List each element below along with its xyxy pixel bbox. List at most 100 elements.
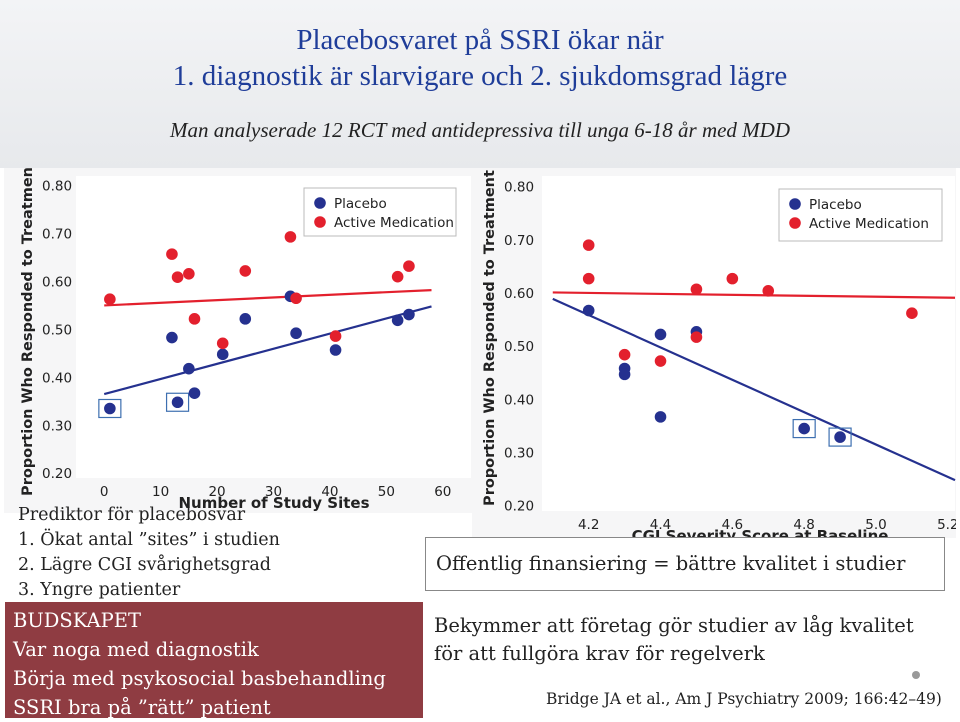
legend-box	[303, 187, 457, 237]
predictor-heading: Prediktor för placebosvar	[18, 505, 246, 525]
legend-label: Placebo	[334, 196, 387, 212]
active-point	[582, 239, 595, 251]
takeaway-line: Börja med psykosocial basbehandling	[13, 667, 386, 690]
active-point	[726, 272, 739, 285]
active-point	[906, 307, 918, 319]
takeaway-line: SSRI bra på ”rätt” patient	[13, 696, 271, 719]
concern-line: Bekymmer att företag gör studier av låg …	[434, 614, 914, 637]
predictor-item: 2. Lägre CGI svårighetsgrad	[18, 555, 271, 575]
active-point	[284, 231, 297, 243]
takeaway-heading: BUDSKAPET	[13, 609, 141, 632]
active-point	[171, 271, 184, 283]
x-tick-label: 60	[434, 484, 451, 500]
active-point	[582, 272, 595, 285]
active-trend-line	[104, 288, 432, 307]
x-tick-label: 5.2	[937, 517, 956, 533]
legend-label: Placebo	[809, 197, 862, 213]
x-tick-label: 4.8	[793, 517, 814, 533]
y-tick-label: 0.70	[42, 227, 72, 243]
legend-label: Active Medication	[809, 216, 929, 232]
active-point	[329, 330, 342, 342]
placebo-point	[391, 314, 404, 327]
legend-active-marker	[314, 216, 326, 228]
active-trend-line	[552, 291, 956, 299]
funding-box: Offentlig finansiering = bättre kvalitet…	[425, 537, 945, 591]
slide-title-line2: 1. diagnostik är slarvigare och 2. sjukd…	[172, 60, 788, 92]
active-point	[690, 331, 703, 343]
predictor-list: Prediktor för placebosvar 1. Ökat antal …	[18, 503, 418, 603]
active-point	[391, 270, 404, 283]
y-tick-label: 0.50	[504, 339, 534, 355]
placebo-point	[216, 348, 229, 361]
y-tick-label: 0.60	[504, 286, 534, 302]
legend-label: Active Medication	[334, 215, 454, 231]
x-tick-label: 40	[321, 484, 338, 500]
concern-line: för att fullgöra krav för regelverk	[434, 642, 765, 665]
legend-placebo-marker	[789, 198, 801, 210]
x-tick-label: 20	[208, 484, 225, 500]
active-point	[239, 265, 252, 277]
placebo-point	[104, 402, 116, 415]
y-tick-label: 0.20	[504, 499, 534, 515]
takeaway-line: Var noga med diagnostik	[13, 638, 259, 661]
active-point	[183, 267, 195, 280]
placebo-point	[654, 411, 667, 423]
sites-scatter-chart: 0.20 0.30 0.40 0.50 0.60 0.70 0.80 0 10 20 30 40 50…	[4, 168, 472, 513]
active-point	[403, 260, 415, 272]
x-tick-label: 30	[265, 484, 282, 500]
predictor-item: 3. Yngre patienter	[18, 580, 181, 600]
active-point	[762, 285, 775, 297]
highlight-box	[792, 418, 816, 439]
x-tick-label: 50	[378, 484, 395, 500]
citation: Bridge JA et al., Am J Psychiatry 2009; …	[546, 690, 942, 708]
concern-text: Bekymmer att företag gör studier av låg …	[434, 612, 954, 668]
y-tick-label: 0.30	[504, 446, 534, 462]
placebo-point	[798, 422, 810, 435]
y-tick-label: 0.30	[42, 418, 72, 434]
placebo-point	[403, 308, 415, 321]
active-point	[290, 292, 302, 305]
highlight-box	[165, 392, 190, 412]
active-point	[166, 248, 178, 260]
placebo-point	[183, 362, 195, 375]
legend-active-marker	[789, 217, 801, 229]
x-axis-label: Number of Study Sites	[178, 494, 369, 512]
y-tick-label: 0.40	[504, 392, 534, 408]
cgi-scatter-chart: 0.20 0.30 0.40 0.50 0.60 0.70 0.80 4.2 4.4 4.6 4.…	[472, 168, 956, 545]
placebo-point	[166, 331, 178, 344]
x-tick-label: 4.2	[578, 517, 599, 533]
active-point	[654, 355, 667, 367]
placebo-point	[290, 327, 302, 340]
placebo-point	[618, 368, 631, 381]
y-tick-label: 0.80	[42, 179, 72, 195]
highlight-box	[828, 427, 852, 447]
y-axis-label: Proportion Who Responded to Treatment	[482, 170, 498, 506]
title-area	[0, 0, 960, 168]
y-tick-label: 0.70	[504, 233, 534, 249]
active-point	[690, 283, 703, 296]
takeaway-box: BUDSKAPET Var noga med diagnostik Börja …	[5, 602, 423, 719]
decorative-dot	[912, 671, 920, 679]
placebo-point	[171, 396, 184, 409]
x-tick-label: 5.0	[865, 517, 886, 533]
placebo-point	[834, 431, 846, 443]
placebo-point	[239, 313, 252, 325]
active-point	[104, 293, 116, 305]
x-tick-label: 4.4	[650, 517, 671, 533]
active-point	[188, 313, 201, 325]
placebo-trend-line	[103, 305, 432, 396]
placebo-point	[582, 304, 595, 317]
active-point	[216, 337, 229, 350]
slide-title-line1: Placebosvaret på SSRI ökar när	[296, 24, 664, 56]
y-axis-label: Proportion Who Responded to Treatment	[20, 168, 36, 496]
x-tick-label: 0	[100, 484, 109, 500]
slide-subtitle: Man analyserade 12 RCT med antidepressiv…	[169, 118, 791, 142]
placebo-point	[329, 344, 342, 356]
highlight-box	[98, 398, 122, 419]
y-tick-label: 0.40	[42, 370, 72, 386]
legend-box	[778, 188, 943, 242]
x-tick-label: 10	[152, 484, 169, 500]
placebo-point	[188, 387, 201, 399]
y-tick-label: 0.20	[42, 466, 72, 482]
predictor-item: 1. Ökat antal ”sites” i studien	[18, 530, 280, 550]
